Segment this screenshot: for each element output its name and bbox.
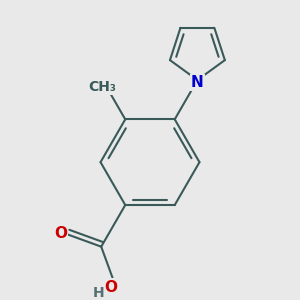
Text: N: N [191, 75, 204, 90]
Text: CH₃: CH₃ [88, 80, 116, 94]
Text: O: O [104, 280, 117, 296]
Text: H: H [92, 286, 104, 300]
Text: O: O [54, 226, 67, 241]
